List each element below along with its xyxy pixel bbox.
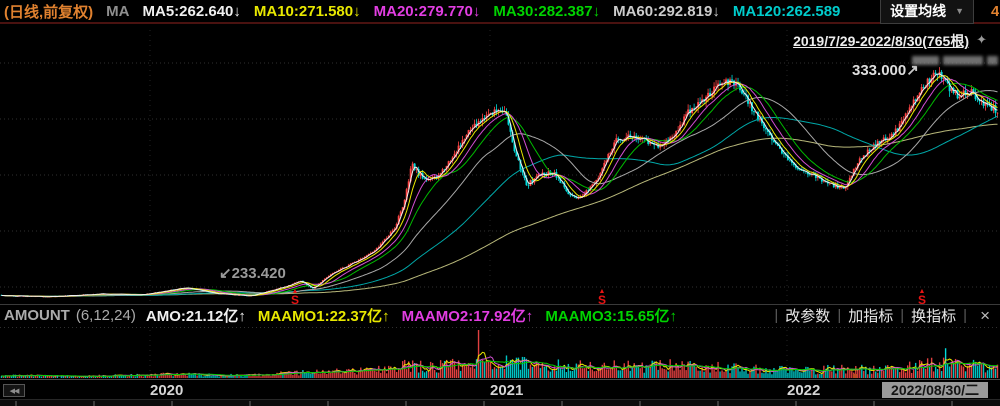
indicator-values: AMO:21.12亿↑ MAAMO1:22.37亿↑ MAAMO2:17.92亿↑ M… bbox=[146, 305, 677, 326]
period-label: (日线,前复权) bbox=[4, 3, 94, 21]
ma-legend-item-3: MA30:282.387↓ bbox=[493, 2, 601, 20]
rewind-button[interactable]: ◀◀ bbox=[3, 384, 25, 397]
pin-icon[interactable]: ✦ bbox=[976, 32, 987, 47]
ma-legend-item-1: MA10:271.580↓ bbox=[253, 2, 361, 20]
indicator-button-2[interactable]: 换指标 bbox=[911, 305, 956, 326]
redacted-watermark bbox=[912, 56, 998, 65]
year-label-2022: 2022 bbox=[787, 382, 821, 399]
year-label-2021: 2021 bbox=[490, 382, 524, 399]
bottom-scroll-strip[interactable] bbox=[0, 399, 1000, 406]
low-price-annotation: ↙233.420 bbox=[219, 265, 286, 282]
ma-legend-item-5: MA120:262.589 bbox=[732, 2, 841, 20]
dividend-event-marker[interactable]: ▲ S bbox=[917, 288, 926, 307]
indicator-name: AMOUNT bbox=[4, 307, 70, 324]
indicator-buttons: | 改参数 | 加指标 | 换指标 | × bbox=[767, 305, 996, 326]
ma-legend-items: MA5:262.640↓ MA10:271.580↓ MA20:279.770↓ MA… bbox=[143, 3, 841, 20]
ma-legend-item-0: MA5:262.640↓ bbox=[142, 2, 241, 20]
corner-badge: 4 bbox=[991, 3, 999, 20]
time-axis-bar: ◀◀ 2020 2021 2022 2022/08/30/二 bbox=[0, 379, 1000, 399]
dividend-event-marker[interactable]: ▲ S bbox=[597, 288, 606, 307]
dividend-event-marker[interactable]: ▲ S bbox=[290, 288, 299, 307]
indicator-button-1[interactable]: 加指标 bbox=[848, 305, 893, 326]
ma-legend-item-4: MA60:292.819↓ bbox=[613, 2, 720, 20]
indicator-button-0[interactable]: 改参数 bbox=[785, 305, 830, 326]
separator: | bbox=[837, 307, 842, 324]
close-indicator-icon[interactable]: × bbox=[974, 306, 996, 326]
set-ma-button-label: 设置均线 bbox=[890, 2, 947, 19]
indicator-bar: AMOUNT (6,12,24) AMO:21.12亿↑ MAAMO1:22.37… bbox=[0, 304, 1000, 326]
main-chart-area[interactable] bbox=[0, 28, 1000, 304]
date-range-link[interactable]: 2019/7/29-2022/8/30(765根) bbox=[793, 33, 969, 49]
separator: | bbox=[963, 307, 968, 324]
indicator-value-2: MAAMO2:17.92亿↑ bbox=[401, 308, 534, 325]
indicator-params: (6,12,24) bbox=[75, 307, 136, 324]
ma-legend-bar: (日线,前复权) MA MA5:262.640↓ MA10:271.580↓ MA2… bbox=[0, 0, 1000, 24]
ma-group-label: MA bbox=[106, 2, 130, 20]
high-price-annotation: 333.000↗ bbox=[852, 62, 919, 79]
indicator-value-0: AMO:21.12亿↑ bbox=[145, 308, 246, 325]
separator: | bbox=[900, 307, 905, 324]
indicator-value-1: MAAMO1:22.37亿↑ bbox=[257, 308, 390, 325]
ma-legend-item-2: MA20:279.770↓ bbox=[373, 2, 481, 20]
separator: | bbox=[774, 307, 779, 324]
chevron-down-icon: ▼ bbox=[955, 5, 964, 16]
volume-pane-area[interactable] bbox=[0, 328, 1000, 379]
year-label-2020: 2020 bbox=[150, 382, 184, 399]
current-date-badge: 2022/08/30/二 bbox=[882, 382, 988, 398]
set-ma-button[interactable]: 设置均线 ▼ bbox=[880, 0, 974, 24]
arrow-down-left-icon: ↙ bbox=[219, 265, 232, 282]
indicator-value-3: MAAMO3:15.65亿↑ bbox=[545, 308, 678, 325]
